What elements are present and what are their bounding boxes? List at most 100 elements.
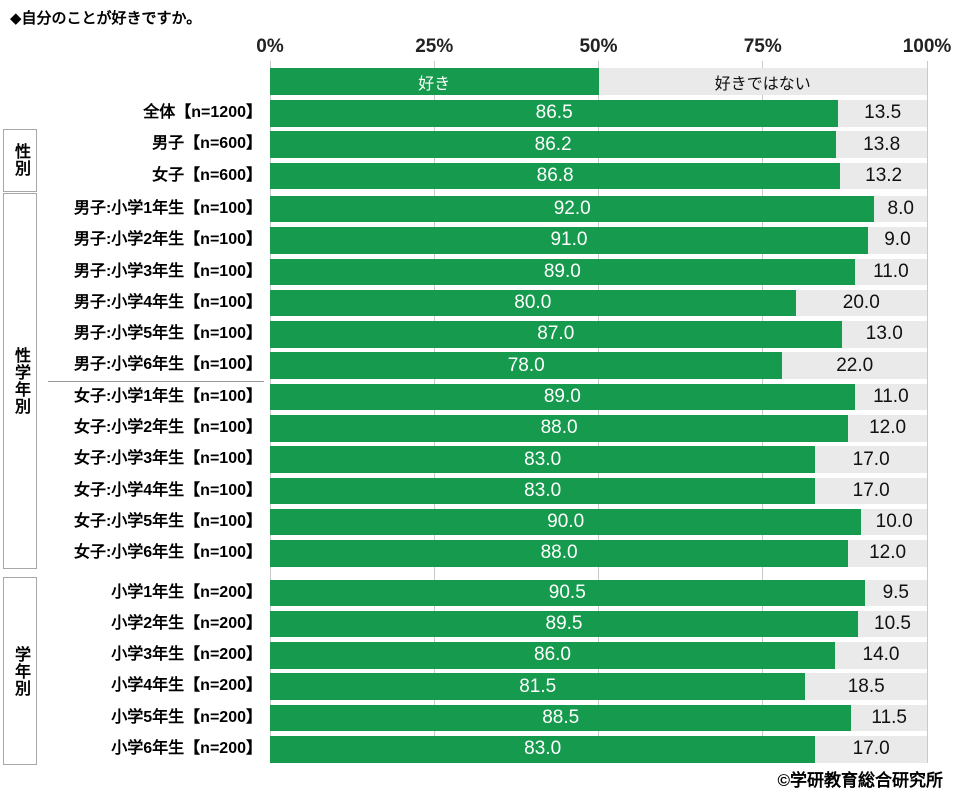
bar-row: 男子:小学3年生【n=100】 89.0 11.0	[0, 258, 960, 285]
bar-row: 女子:小学5年生【n=100】 90.0 10.0	[0, 508, 960, 536]
row-label: 小学1年生【n=200】	[111, 583, 262, 601]
bar-segments: 87.0 13.0	[270, 321, 927, 348]
bar-segments: 90.5 9.5	[270, 579, 927, 606]
gridline	[598, 61, 599, 763]
like-bar-segment: 86.5	[270, 100, 839, 127]
not-like-bar-segment: 10.5	[858, 610, 927, 638]
bar-row: 女子:小学6年生【n=100】 88.0 12.0	[0, 540, 960, 567]
row-label: 女子:小学5年生【n=100】	[73, 512, 262, 530]
row-label: 小学5年生【n=200】	[111, 708, 262, 726]
bar-row: 小学1年生【n=200】 90.5 9.5	[0, 579, 960, 606]
row-label: 女子:小学3年生【n=100】	[73, 450, 262, 468]
not-like-bar-segment: 18.5	[805, 673, 927, 700]
not-like-bar-segment: 8.0	[874, 195, 927, 223]
bar-segments: 89.0 11.0	[270, 383, 927, 411]
not-like-bar-segment: 9.5	[864, 579, 927, 606]
row-label: 男子:小学3年生【n=100】	[73, 262, 262, 280]
bar-segments: 83.0 17.0	[270, 446, 927, 473]
bar-segments: 86.2 13.8	[270, 131, 927, 158]
not-like-bar-segment: 13.2	[840, 162, 927, 190]
like-bar-segment: 87.0	[270, 321, 842, 348]
legend-like: 好き	[270, 68, 599, 95]
row-label: 男子:小学1年生【n=100】	[73, 199, 262, 217]
not-like-bar-segment: 13.0	[841, 321, 927, 348]
bar-row: 女子:小学3年生【n=100】 83.0 17.0	[0, 446, 960, 473]
not-like-bar-segment: 14.0	[835, 642, 927, 669]
like-bar-segment: 89.0	[270, 258, 855, 285]
bar-segments: 80.0 20.0	[270, 289, 927, 317]
row-label: 女子:小学6年生【n=100】	[73, 544, 262, 562]
row-label: 男子【n=600】	[152, 135, 262, 153]
bar-segments: 好き 好きではない	[270, 68, 927, 95]
like-bar-segment: 90.5	[270, 579, 865, 606]
row-label: 男子:小学4年生【n=100】	[73, 293, 262, 311]
group-box-sex-grade: 性学年別	[3, 193, 37, 570]
not-like-bar-segment: 10.0	[861, 508, 927, 536]
bar-row: 小学6年生【n=200】 83.0 17.0	[0, 736, 960, 763]
bar-row: 女子:小学2年生【n=100】 88.0 12.0	[0, 415, 960, 442]
copyright-note: ©学研教育総合研究所	[777, 771, 943, 790]
bar-row: 小学3年生【n=200】 86.0 14.0	[0, 642, 960, 669]
gridline	[926, 61, 928, 763]
like-bar-segment: 88.0	[270, 540, 849, 567]
not-like-bar-segment: 11.5	[851, 704, 927, 732]
not-like-bar-segment: 13.5	[838, 100, 927, 127]
male-female-divider	[48, 380, 264, 382]
like-bar-segment: 86.8	[270, 162, 841, 190]
row-label: 女子:小学1年生【n=100】	[73, 387, 262, 405]
like-bar-segment: 81.5	[270, 673, 806, 700]
bar-segments: 88.5 11.5	[270, 704, 927, 732]
not-like-bar-segment: 17.0	[815, 736, 927, 763]
not-like-bar-segment: 13.8	[836, 131, 927, 158]
like-bar-segment: 86.2	[270, 131, 837, 158]
like-bar-segment: 83.0	[270, 446, 816, 473]
not-like-bar-segment: 20.0	[795, 289, 927, 317]
bar-segments: 78.0 22.0	[270, 352, 927, 379]
axis-tick-label: 0%	[256, 36, 284, 57]
not-like-bar-segment: 9.0	[867, 227, 927, 254]
chart-title: ◆自分のことが好きですか。	[10, 10, 202, 27]
row-label: 小学2年生【n=200】	[111, 614, 262, 632]
like-bar-segment: 80.0	[270, 289, 796, 317]
group-label: 性学年別	[12, 347, 29, 416]
group-label: 学年別	[12, 645, 29, 697]
not-like-bar-segment: 12.0	[848, 540, 927, 567]
gridline	[269, 61, 271, 763]
bar-segments: 83.0 17.0	[270, 736, 927, 763]
not-like-bar-segment: 17.0	[815, 477, 927, 505]
like-bar-segment: 89.0	[270, 383, 855, 411]
row-label: 男子:小学2年生【n=100】	[73, 231, 262, 249]
bar-segments: 86.0 14.0	[270, 642, 927, 669]
bar-row: 小学5年生【n=200】 88.5 11.5	[0, 704, 960, 732]
axis-tick-label: 100%	[902, 36, 952, 57]
bar-row: 男子:小学6年生【n=100】 78.0 22.0	[0, 352, 960, 379]
bar-segments: 89.0 11.0	[270, 258, 927, 285]
like-bar-segment: 89.5	[270, 610, 858, 638]
bar-row: 女子:小学1年生【n=100】 89.0 11.0	[0, 383, 960, 411]
like-bar-segment: 78.0	[270, 352, 783, 379]
axis-tick-label: 75%	[743, 36, 782, 57]
bar-segments: 88.0 12.0	[270, 540, 927, 567]
bar-row: 男子:小学2年生【n=100】 91.0 9.0	[0, 227, 960, 254]
row-label: 小学4年生【n=200】	[111, 677, 262, 695]
bar-row: 女子【n=600】 86.8 13.2	[0, 162, 960, 190]
row-label: 女子:小学4年生【n=100】	[73, 481, 262, 499]
like-bar-segment: 92.0	[270, 195, 875, 223]
not-like-bar-segment: 17.0	[815, 446, 927, 473]
row-label: 小学3年生【n=200】	[111, 646, 262, 664]
row-label	[0, 68, 262, 95]
bar-row: 男子:小学5年生【n=100】 87.0 13.0	[0, 321, 960, 348]
bar-row: 男子:小学4年生【n=100】 80.0 20.0	[0, 289, 960, 317]
gridline	[762, 61, 764, 763]
like-bar-segment: 83.0	[270, 477, 816, 505]
bar-segments: 89.5 10.5	[270, 610, 927, 638]
bar-segments: 88.0 12.0	[270, 415, 927, 442]
bar-segments: 91.0 9.0	[270, 227, 927, 254]
bar-segments: 90.0 10.0	[270, 508, 927, 536]
bar-row: 女子:小学4年生【n=100】 83.0 17.0	[0, 477, 960, 505]
not-like-bar-segment: 11.0	[854, 383, 927, 411]
axis-tick-label: 25%	[415, 36, 454, 57]
legend-not-like: 好きではない	[598, 68, 927, 95]
row-label: 男子:小学6年生【n=100】	[73, 356, 262, 374]
